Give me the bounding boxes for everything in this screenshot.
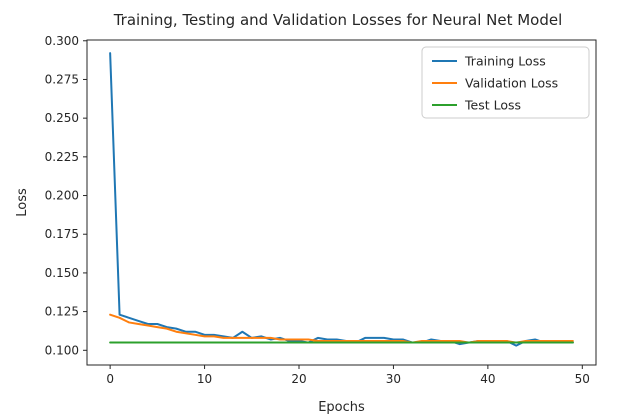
y-tick-label: 0.100 bbox=[45, 343, 79, 357]
x-tick-label: 20 bbox=[291, 372, 306, 386]
legend-label: Training Loss bbox=[464, 54, 546, 69]
x-axis-label: Epochs bbox=[318, 400, 365, 415]
x-tick-label: 50 bbox=[575, 372, 590, 386]
legend-label: Test Loss bbox=[464, 98, 521, 113]
y-tick-label: 0.150 bbox=[45, 266, 79, 280]
ticks-layer: 0 10 20 30 40 50 0.100 0.125 0.150 0.175 0.200 0.22… bbox=[45, 34, 590, 386]
x-tick-label: 30 bbox=[386, 372, 401, 386]
x-tick-label: 0 bbox=[106, 372, 114, 386]
y-tick-label: 0.275 bbox=[45, 72, 79, 86]
y-tick-label: 0.175 bbox=[45, 227, 79, 241]
x-tick-label: 10 bbox=[197, 372, 212, 386]
plot-area bbox=[86, 39, 597, 366]
series-line-validation-loss bbox=[109, 313, 574, 344]
x-tick-label: 40 bbox=[480, 372, 495, 386]
y-tick-label: 0.200 bbox=[45, 189, 79, 203]
legend-box bbox=[421, 46, 590, 119]
y-axis-label: Loss bbox=[15, 188, 30, 217]
chart-title: Training, Testing and Validation Losses … bbox=[113, 11, 563, 29]
y-tick-label: 0.225 bbox=[45, 150, 79, 164]
legend-label: Validation Loss bbox=[465, 76, 558, 91]
y-tick-label: 0.300 bbox=[45, 34, 79, 48]
legend: Training Loss Validation Loss Test Loss bbox=[421, 46, 590, 119]
axes-frame bbox=[86, 39, 597, 366]
series-layer bbox=[109, 52, 574, 347]
y-tick-label: 0.250 bbox=[45, 111, 79, 125]
y-tick-label: 0.125 bbox=[45, 305, 79, 319]
